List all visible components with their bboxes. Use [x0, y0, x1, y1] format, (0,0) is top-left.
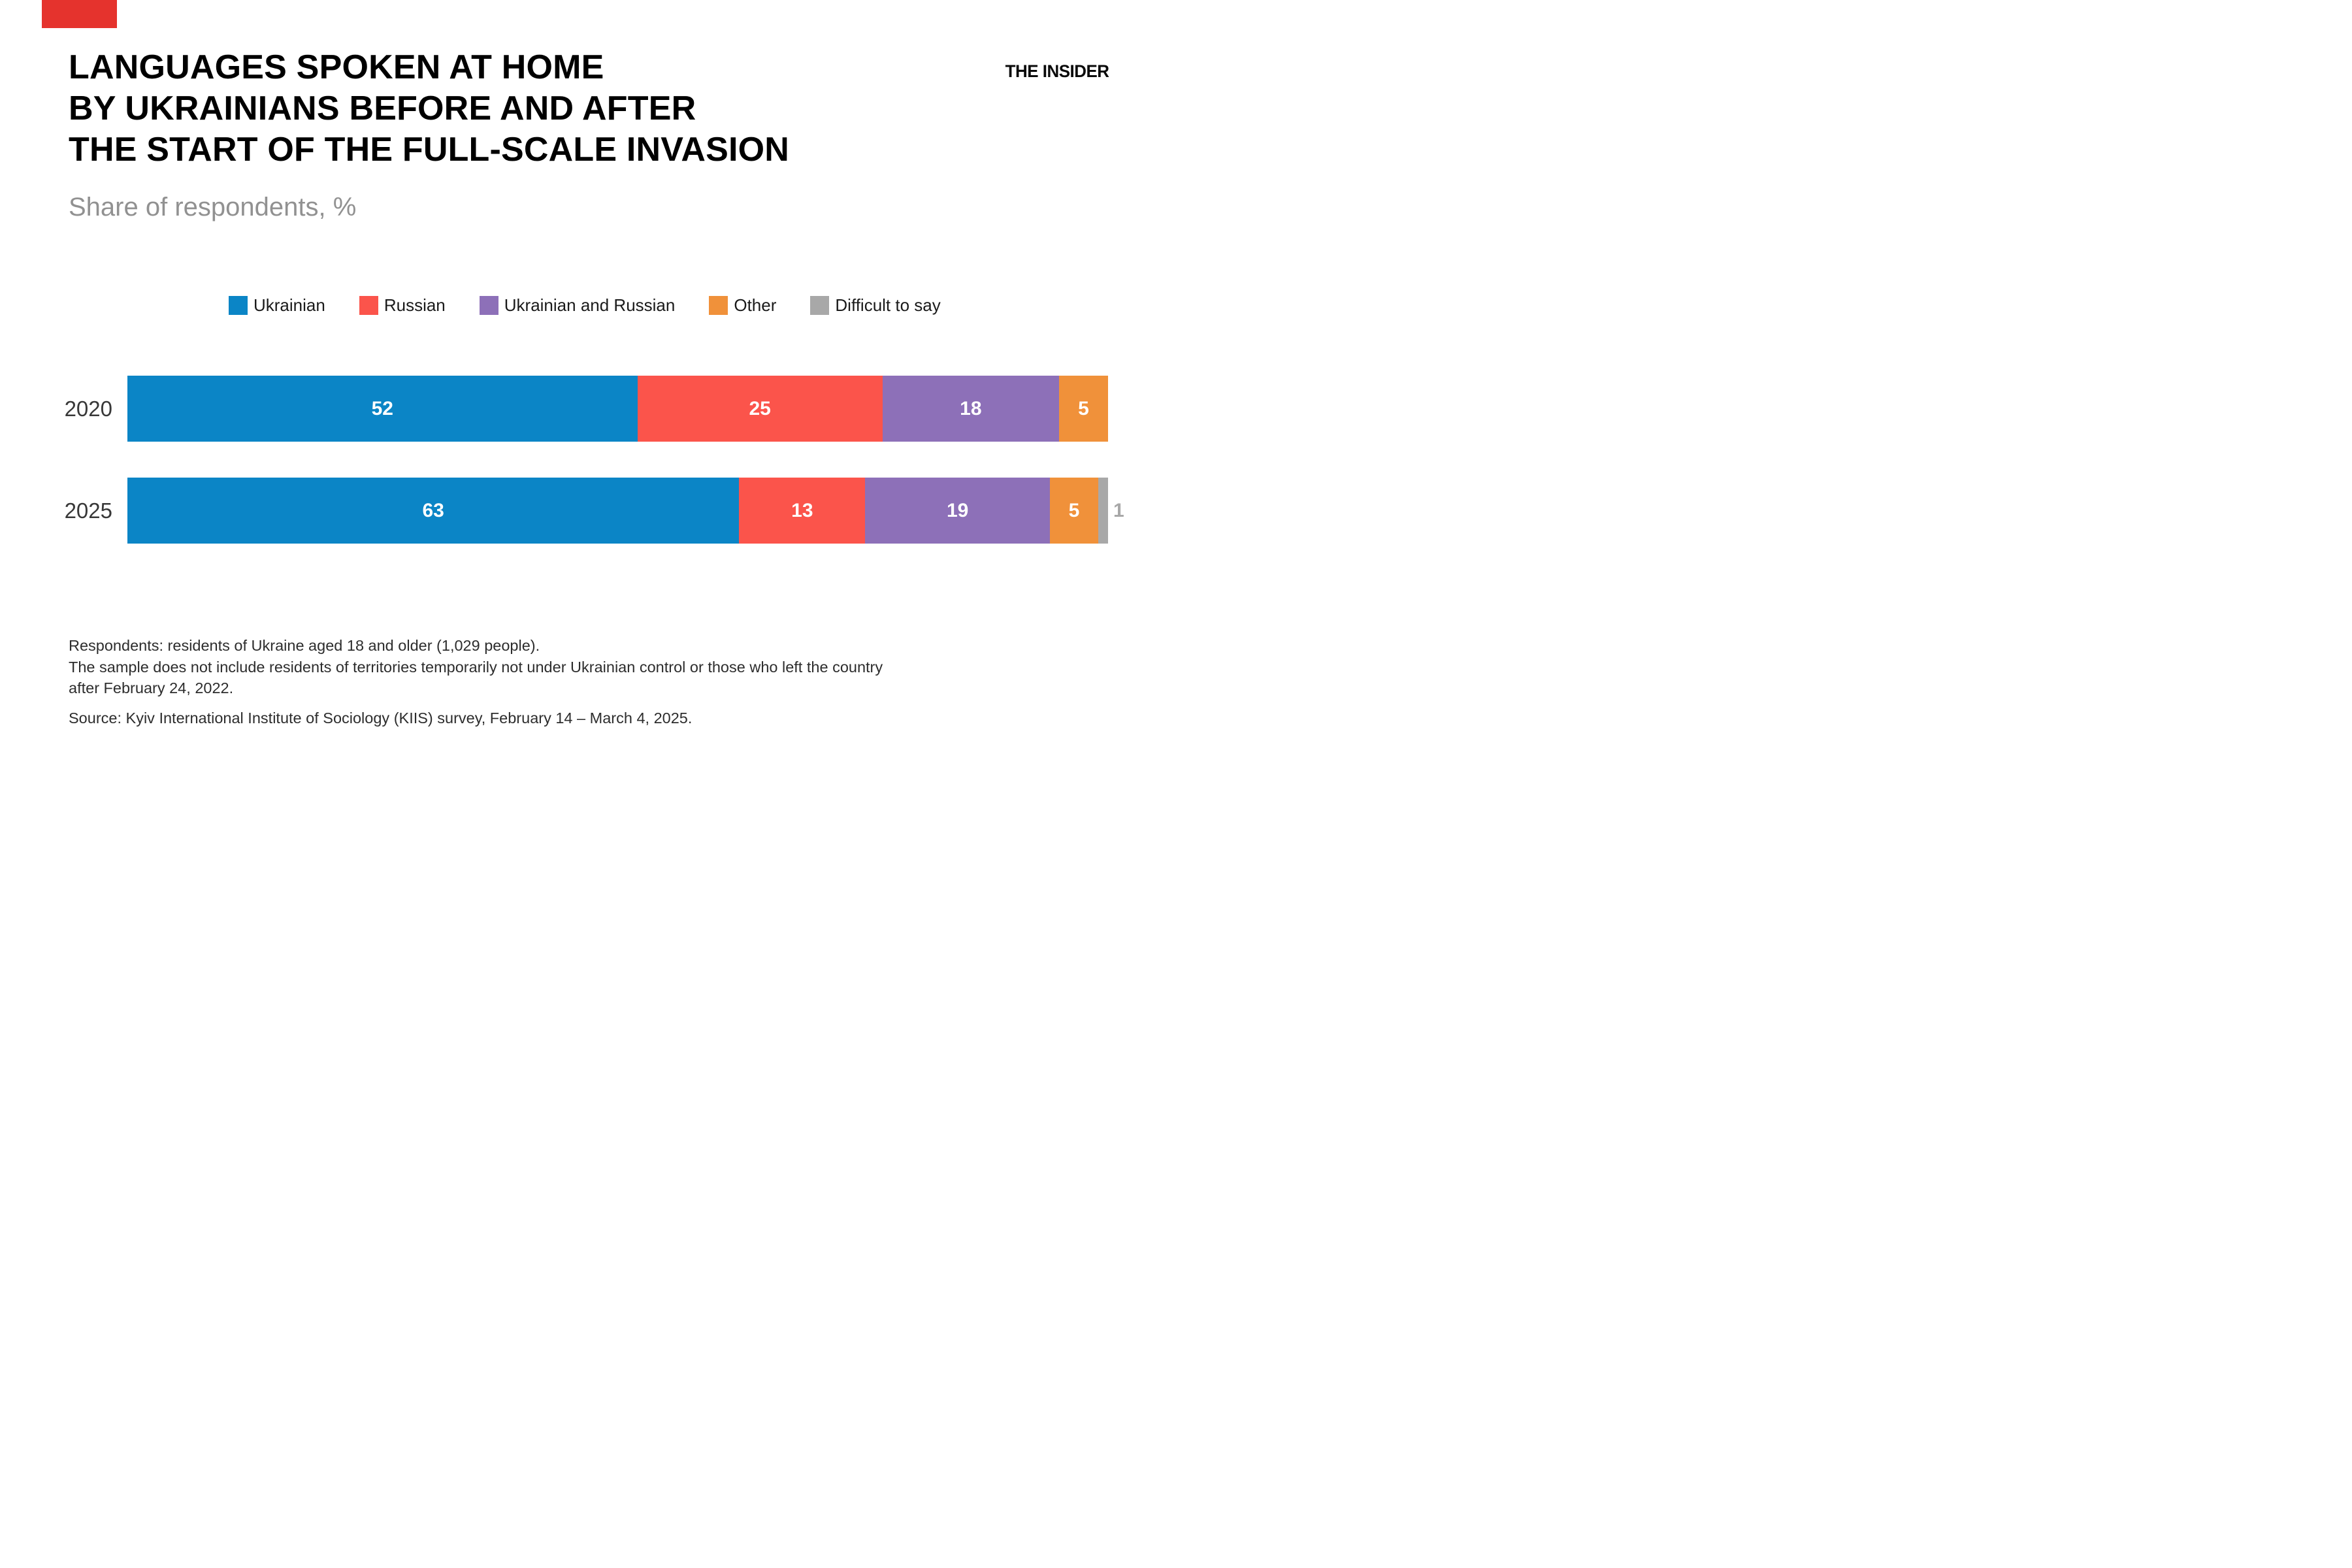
segment-value-label: 63	[422, 499, 444, 521]
page-title: LANGUAGES SPOKEN AT HOME BY UKRAINIANS B…	[69, 47, 789, 171]
legend-label: Difficult to say	[835, 295, 941, 315]
bar-segment-russian: 13	[739, 478, 866, 544]
bar-track: 63 13 19 5	[127, 478, 1108, 544]
bar-segment-other: 5	[1058, 376, 1108, 442]
legend-label: Russian	[384, 295, 446, 315]
legend-label: Other	[734, 295, 777, 315]
segment-value-label: 5	[1078, 397, 1089, 419]
title-line-1: LANGUAGES SPOKEN AT HOME	[69, 48, 604, 86]
legend-item-other: Other	[709, 295, 776, 316]
bar-segment-ukrainian: 63	[127, 478, 740, 544]
footnote-line-1: Respondents: residents of Ukraine aged 1…	[69, 637, 540, 654]
bar-segment-ukrainian: 52	[127, 376, 638, 442]
legend-swatch-icon	[479, 296, 498, 315]
brand-red-bar	[42, 0, 117, 28]
footnote-line-2: The sample does not include residents of…	[69, 658, 883, 676]
infographic-page: THE INSIDER LANGUAGES SPOKEN AT HOME BY …	[0, 0, 1176, 784]
legend-swatch-icon	[359, 296, 378, 315]
bar-segment-ukrainian-and-russian: 18	[882, 376, 1059, 442]
row-label-2020: 2020	[64, 396, 112, 421]
legend-label: Ukrainian and Russian	[504, 295, 676, 315]
publisher-logo: THE INSIDER	[1005, 61, 1109, 81]
bar-track: 52 25 18 5	[127, 376, 1108, 442]
bar-row-2020: 2020 52 25 18 5	[0, 376, 1176, 442]
bar-segment-other: 5	[1049, 478, 1099, 544]
footnote-line-3: after February 24, 2022.	[69, 679, 234, 696]
legend-swatch-icon	[709, 296, 728, 315]
bar-segment-ukrainian-and-russian: 19	[865, 478, 1050, 544]
row-label-2025: 2025	[64, 498, 112, 523]
segment-value-label: 18	[960, 397, 982, 419]
source-line: Source: Kyiv International Institute of …	[69, 710, 693, 727]
legend-swatch-icon	[810, 296, 830, 315]
title-line-2: BY UKRAINIANS BEFORE AND AFTER	[69, 90, 696, 127]
legend: Ukrainian Russian Ukrainian and Russian Oth…	[229, 295, 941, 316]
segment-value-label: 13	[791, 499, 813, 521]
segment-value-label: 19	[946, 499, 969, 521]
legend-label: Ukrainian	[253, 295, 325, 315]
legend-item-ukrainian-and-russian: Ukrainian and Russian	[479, 295, 676, 316]
legend-item-ukrainian: Ukrainian	[229, 295, 325, 316]
legend-item-difficult-to-say: Difficult to say	[810, 295, 941, 316]
legend-swatch-icon	[229, 296, 248, 315]
chart: 2020 52 25 18 5 2025 63 13 19 5 1	[0, 0, 1176, 784]
footnote-block: Respondents: residents of Ukraine aged 1…	[69, 635, 883, 699]
segment-value-label: 5	[1068, 499, 1080, 521]
segment-value-label: 25	[749, 397, 771, 419]
outside-value-label: 1	[1113, 499, 1124, 521]
bar-row-2025: 2025 63 13 19 5 1	[0, 478, 1176, 544]
legend-item-russian: Russian	[359, 295, 446, 316]
chart-subtitle: Share of respondents, %	[69, 193, 357, 221]
bar-segment-difficult-to-say	[1098, 478, 1108, 544]
bar-segment-russian: 25	[637, 376, 883, 442]
title-line-3: THE START OF THE FULL-SCALE INVASION	[69, 131, 790, 169]
segment-value-label: 52	[371, 397, 393, 419]
